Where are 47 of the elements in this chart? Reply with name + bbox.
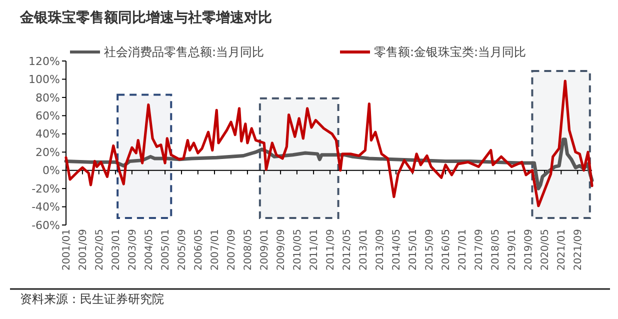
- x-tick-label: 2009/09: [276, 229, 288, 271]
- x-tick-label: 2011/01: [309, 229, 320, 271]
- x-tick-label: 2014/05: [391, 229, 402, 271]
- y-tick-label: 20%: [36, 146, 60, 159]
- x-tick-label: 2016/05: [441, 229, 452, 271]
- x-tick-label: 2006/05: [193, 229, 204, 271]
- y-tick-label: -60%: [32, 218, 60, 232]
- x-tick-label: 2005/01: [160, 229, 172, 271]
- y-tick-label: 100%: [28, 73, 60, 86]
- x-tick-label: 2021/09: [573, 229, 584, 271]
- text: 资料来源：民生证券研究院: [20, 292, 164, 306]
- x-tick-label: 2013/09: [375, 229, 386, 271]
- x-tick-label: 2020/05: [540, 229, 552, 271]
- x-tick-label: 2011/09: [326, 229, 337, 271]
- chart-title: 金银珠宝零售额同比增速与社零增速对比: [19, 9, 272, 26]
- x-tick-label: 2010/05: [292, 229, 304, 271]
- y-tick-label: 60%: [36, 110, 60, 123]
- y-tick-label: -40%: [32, 200, 60, 214]
- x-tick-label: 2015/09: [424, 229, 436, 271]
- x-tick-label: 2018/05: [490, 229, 502, 271]
- y-tick-label: 0%: [42, 164, 60, 178]
- y-tick-label: 40%: [36, 128, 60, 141]
- x-tick-label: 2004/05: [144, 229, 155, 271]
- x-tick-label: 2001/01: [62, 229, 72, 271]
- x-tick-label: 2019/01: [507, 229, 518, 271]
- x-tick-label: 2019/09: [524, 229, 535, 271]
- x-tick-label: 2015/01: [408, 229, 420, 271]
- x-tick-label: 2003/09: [127, 229, 138, 271]
- x-tick-label: 2007/01: [210, 229, 222, 271]
- x-tick-label: 2002/05: [94, 229, 106, 271]
- x-tick-label: 2009/01: [260, 229, 271, 271]
- line-series: [64, 80, 594, 208]
- x-tick-label: 2001/09: [78, 229, 89, 271]
- x-tick-label: 2017/09: [474, 229, 486, 271]
- x-tick-label: 2017/01: [458, 229, 469, 271]
- y-tick-label: 120%: [28, 54, 60, 68]
- x-tick-label: 2008/05: [242, 229, 254, 271]
- x-tick-label: 2013/01: [358, 229, 370, 271]
- x-tick-label: 2012/05: [342, 229, 353, 271]
- y-tick-label: 80%: [36, 91, 60, 104]
- y-tick-label: -20%: [32, 182, 60, 196]
- legend-label: 零售额:金银珠宝类:当月同比: [374, 45, 526, 60]
- x-tick-label: 2021/01: [556, 229, 568, 271]
- legend-label: 社会消费品零售总额:当月同比: [104, 45, 264, 60]
- x-tick-label: 2005/09: [177, 229, 188, 271]
- x-tick-label: 2007/09: [226, 229, 238, 271]
- x-tick-label: 2003/01: [110, 229, 122, 271]
